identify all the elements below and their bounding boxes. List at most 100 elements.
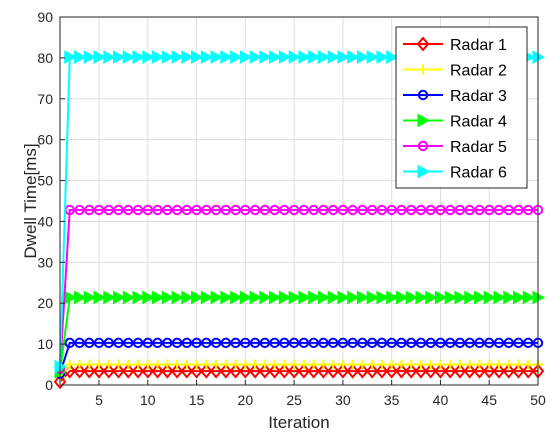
data-point	[395, 363, 408, 379]
legend-marker	[416, 36, 430, 52]
data-point	[356, 290, 370, 305]
data-point	[200, 363, 213, 379]
data-point	[327, 204, 339, 216]
data-point	[415, 290, 428, 305]
data-point	[503, 290, 516, 305]
data-point	[473, 290, 487, 305]
series-layer	[53, 50, 546, 390]
legend-label: Radar 6	[450, 165, 507, 182]
x-tick-label: 15	[189, 392, 205, 408]
data-point	[288, 204, 300, 216]
data-point	[512, 363, 525, 379]
data-point	[239, 50, 253, 64]
axis-ticks: 0 10 20 30 40 50 60 70 80 90 5 10 15 20 25 30 35 40 45 50	[37, 9, 546, 408]
data-point	[298, 337, 310, 349]
data-point	[414, 363, 428, 379]
legend-marker	[417, 113, 431, 128]
data-point	[337, 359, 348, 370]
data-point	[181, 204, 193, 216]
data-point	[278, 290, 292, 305]
data-point	[318, 337, 329, 349]
data-point	[279, 359, 290, 370]
data-point	[162, 359, 173, 370]
data-point	[83, 290, 97, 305]
data-point	[318, 359, 329, 370]
data-point	[269, 50, 282, 64]
series-2	[55, 359, 543, 382]
data-point	[84, 359, 95, 370]
data-point	[483, 290, 497, 305]
data-point	[415, 204, 427, 216]
data-point	[298, 290, 311, 305]
data-point	[473, 363, 486, 379]
data-point	[191, 359, 202, 370]
data-point	[142, 204, 153, 216]
data-point	[152, 204, 163, 216]
legend-marker	[417, 140, 429, 152]
data-point	[220, 359, 231, 370]
data-point	[220, 204, 232, 216]
data-point	[521, 363, 535, 379]
data-point	[210, 50, 224, 64]
x-axis-title: Iteration	[268, 413, 329, 432]
data-point	[317, 363, 330, 379]
data-point	[484, 337, 495, 349]
data-point	[445, 359, 456, 370]
data-point	[513, 337, 524, 349]
data-point	[123, 204, 134, 216]
data-point	[308, 50, 321, 64]
data-point	[201, 359, 212, 370]
data-point	[191, 337, 202, 349]
data-point	[161, 363, 174, 379]
data-point	[317, 50, 331, 64]
data-point	[249, 204, 261, 216]
data-point	[269, 290, 282, 305]
data-point	[259, 290, 272, 305]
data-point	[219, 363, 233, 379]
y-axis-title: Dwell Time[ms]	[21, 143, 40, 258]
data-point	[298, 359, 309, 370]
data-point	[307, 363, 320, 379]
data-point	[92, 363, 106, 379]
data-point	[162, 337, 173, 349]
data-point	[279, 204, 290, 216]
data-point	[248, 363, 262, 379]
data-point	[112, 363, 125, 379]
data-point	[229, 363, 242, 379]
data-point	[464, 204, 475, 216]
data-point	[132, 290, 146, 305]
data-point	[308, 290, 321, 305]
data-point	[113, 359, 124, 370]
data-point	[327, 290, 341, 305]
data-point	[191, 50, 204, 64]
x-tick-label: 20	[238, 392, 254, 408]
data-point	[230, 290, 243, 305]
data-point	[269, 359, 280, 370]
data-point	[366, 204, 378, 216]
legend-marker	[417, 164, 431, 179]
data-point	[170, 363, 184, 379]
data-point	[346, 363, 359, 379]
data-point	[64, 50, 77, 64]
data-point	[113, 290, 126, 305]
data-point	[200, 290, 214, 305]
legend-marker	[417, 89, 429, 101]
series-3	[54, 337, 544, 379]
legend-item: Radar 6	[403, 165, 507, 182]
data-point	[171, 50, 185, 64]
data-point	[74, 359, 85, 370]
data-point	[337, 290, 350, 305]
data-point	[386, 204, 397, 216]
data-point	[152, 50, 165, 64]
data-point	[122, 50, 136, 64]
data-point	[356, 50, 370, 64]
data-point	[512, 290, 526, 305]
data-point	[210, 337, 222, 349]
data-point	[230, 359, 241, 370]
data-point	[172, 359, 183, 370]
data-point	[181, 337, 193, 349]
data-point	[425, 337, 436, 349]
data-point	[240, 204, 251, 216]
data-point	[376, 337, 388, 349]
data-point	[318, 204, 329, 216]
